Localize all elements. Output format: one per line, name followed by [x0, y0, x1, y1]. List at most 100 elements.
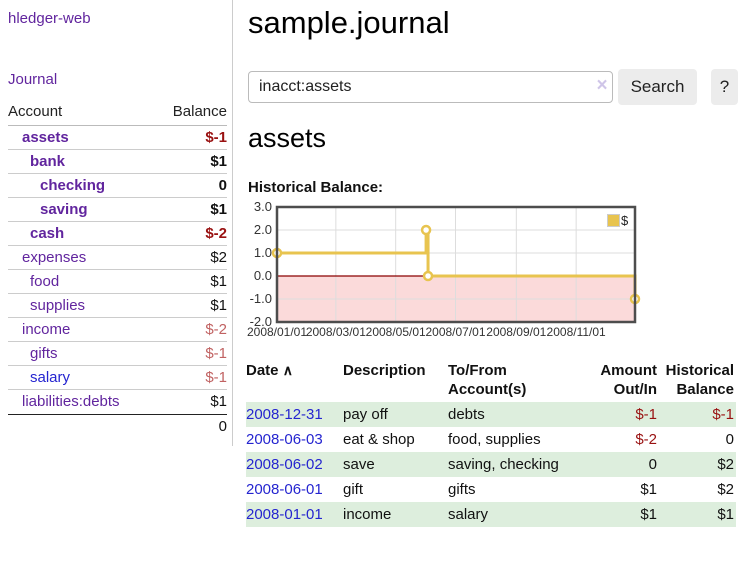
x-axis-tick: 2008/05/01: [365, 325, 426, 339]
transaction-date-link[interactable]: 2008-01-01: [246, 506, 323, 523]
x-axis-tick: 2008/01/01: [246, 325, 308, 339]
column-header-accounts: To/From Account(s): [448, 362, 527, 398]
transaction-date-link[interactable]: 2008-06-03: [246, 431, 323, 448]
help-button[interactable]: ?: [711, 69, 738, 105]
register-table: Date ∧ Description To/From Account(s) Am…: [246, 358, 736, 527]
transaction-accounts: food, supplies: [448, 431, 541, 448]
transaction-description: save: [343, 456, 375, 473]
accounts-header-account: Account: [8, 103, 63, 120]
x-axis-tick: 2008/11/01: [546, 325, 606, 339]
account-row: cash $-2: [8, 222, 227, 246]
transaction-amount: 0: [648, 456, 657, 473]
sort-ascending-icon: ∧: [282, 362, 293, 378]
account-balance: $-2: [205, 321, 227, 338]
account-row: checking 0: [8, 174, 227, 198]
sidebar-item-journal[interactable]: Journal: [8, 71, 58, 88]
account-balance: $1: [210, 273, 227, 290]
y-axis-tick: 0.0: [253, 268, 272, 283]
sidebar-divider: [232, 0, 233, 446]
transaction-row: 2008-06-02 save saving, checking 0 $2: [246, 452, 736, 477]
transaction-description: income: [343, 506, 392, 523]
account-balance: $1: [210, 153, 227, 170]
account-row: income $-2: [8, 318, 227, 342]
account-row: salary $-1: [8, 366, 227, 390]
account-link-saving[interactable]: saving: [40, 201, 88, 218]
transaction-description: eat & shop: [343, 431, 415, 448]
page-title: sample.journal: [248, 5, 450, 40]
account-row: liabilities:debts $1: [8, 390, 227, 414]
account-balance: 0: [218, 177, 227, 194]
transaction-amount: $-1: [635, 406, 657, 423]
account-link-checking[interactable]: checking: [40, 177, 106, 194]
accounts-header-balance: Balance: [172, 103, 227, 120]
app-brand-link[interactable]: hledger-web: [8, 10, 91, 27]
transaction-balance: 0: [725, 431, 734, 448]
account-link-food[interactable]: food: [30, 273, 60, 290]
account-balance: $-1: [205, 129, 227, 146]
account-row: food $1: [8, 270, 227, 294]
column-header-date[interactable]: Date ∧: [246, 362, 293, 379]
column-header-amount: Amount Out/In: [600, 362, 657, 398]
account-row: gifts $-1: [8, 342, 227, 366]
y-axis-tick: 1.0: [253, 245, 272, 260]
y-axis-tick: 2.0: [253, 222, 272, 237]
account-row: supplies $1: [8, 294, 227, 318]
column-header-balance: Historical Balance: [665, 362, 734, 398]
legend-label: $: [621, 213, 629, 228]
accounts-total-value: 0: [218, 418, 227, 435]
account-balance: $1: [210, 393, 227, 410]
transaction-balance: $2: [717, 456, 734, 473]
account-link-gifts[interactable]: gifts: [30, 345, 58, 362]
column-header-description: Description: [343, 362, 426, 379]
account-link-income[interactable]: income: [22, 321, 71, 338]
account-link-expenses[interactable]: expenses: [22, 249, 87, 266]
transaction-description: gift: [343, 481, 364, 498]
transaction-amount: $-2: [635, 431, 657, 448]
transaction-accounts: saving, checking: [448, 456, 559, 473]
y-axis-tick: 3.0: [253, 199, 272, 214]
account-row: expenses $2: [8, 246, 227, 270]
transaction-accounts: salary: [448, 506, 489, 523]
transaction-date-link[interactable]: 2008-06-02: [246, 456, 323, 473]
account-row: saving $1: [8, 198, 227, 222]
search-input[interactable]: [248, 71, 613, 103]
accounts-table-header: Account Balance: [8, 101, 227, 126]
legend-swatch-icon: [607, 214, 620, 227]
historical-balance-chart: $ 3.0 2.0 1.0 0.0 -1.0 -2.0 2008/01/01 2008/03/…: [246, 199, 742, 350]
account-link-liabilities-debts[interactable]: liabilities:debts: [22, 393, 120, 410]
transaction-accounts: gifts: [448, 481, 476, 498]
transaction-row: 2008-06-01 gift gifts $1 $2: [246, 477, 736, 502]
transaction-row: 2008-06-03 eat & shop food, supplies $-2…: [246, 427, 736, 452]
account-page-title: assets: [248, 123, 327, 153]
accounts-table: Account Balance assets $-1 bank $1 check…: [8, 101, 227, 438]
y-axis-tick: -2.0: [249, 314, 272, 329]
y-axis-tick: -1.0: [249, 291, 272, 306]
account-balance: $-1: [205, 369, 227, 386]
transaction-date-link[interactable]: 2008-06-01: [246, 481, 323, 498]
transaction-balance: $1: [717, 506, 734, 523]
clear-search-icon[interactable]: ×: [596, 75, 608, 96]
account-balance: $1: [210, 297, 227, 314]
transaction-row: 2008-12-31 pay off debts $-1 $-1: [246, 402, 736, 427]
search-button[interactable]: Search: [618, 69, 697, 105]
account-row: bank $1: [8, 150, 227, 174]
account-link-cash[interactable]: cash: [30, 225, 65, 242]
transaction-amount: $1: [640, 481, 657, 498]
chart-legend: $: [607, 213, 628, 228]
x-axis-tick: 2008/09/01: [486, 325, 547, 339]
account-balance: $-1: [205, 345, 227, 362]
transaction-amount: $1: [640, 506, 657, 523]
transaction-row: 2008-01-01 income salary $1 $1: [246, 502, 736, 527]
transaction-accounts: debts: [448, 406, 485, 423]
accounts-total-row: 0: [8, 414, 227, 438]
account-link-supplies[interactable]: supplies: [30, 297, 86, 314]
account-balance: $1: [210, 201, 227, 218]
transaction-date-link[interactable]: 2008-12-31: [246, 406, 323, 423]
account-link-bank[interactable]: bank: [30, 153, 66, 170]
chart-label: Historical Balance:: [248, 179, 384, 196]
transaction-balance: $2: [717, 481, 734, 498]
account-link-salary[interactable]: salary: [30, 369, 71, 386]
account-link-assets[interactable]: assets: [22, 129, 69, 146]
x-axis-tick: 2008/03/01: [305, 325, 366, 339]
chart-canvas: [271, 205, 641, 324]
